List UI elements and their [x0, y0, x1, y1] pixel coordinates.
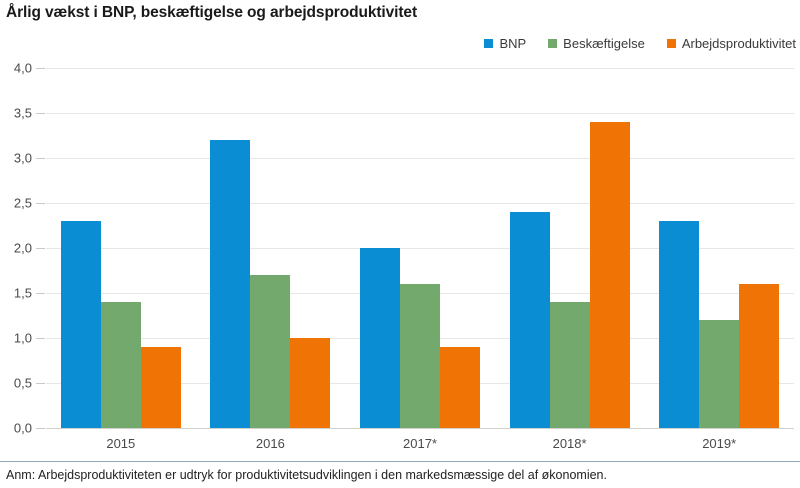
y-tick-label: 1,0 — [13, 330, 32, 346]
bar-beskæftigelse-2017p[interactable] — [400, 284, 440, 428]
bar-group — [509, 68, 630, 428]
gridline — [46, 158, 794, 159]
y-tick-label: 2,0 — [13, 240, 32, 256]
gridline — [46, 428, 794, 429]
legend-label: Arbejdsproduktivitet — [681, 36, 796, 51]
footnote-text: Anm: Arbejdsproduktiviteten er udtryk fo… — [6, 468, 607, 482]
x-tick-label: 2017* — [403, 436, 437, 451]
legend-label: Beskæftigelse — [563, 36, 645, 51]
chart-title: Årlig vækst i BNP, beskæftigelse og arbe… — [6, 4, 418, 21]
gridline — [46, 248, 794, 249]
bar-bnp-2017p[interactable] — [360, 248, 400, 428]
legend-swatch-icon — [548, 39, 558, 48]
bar-beskæftigelse-2018p[interactable] — [549, 302, 590, 428]
bar-beskæftigelse-2015[interactable] — [100, 302, 141, 428]
gridline — [46, 68, 794, 69]
legend-label: BNP — [499, 36, 527, 51]
x-tick-label: 2019* — [702, 436, 737, 451]
plot-area — [46, 68, 794, 429]
bar-arbejdsproduktivitet-2015[interactable] — [140, 347, 181, 428]
bar-beskæftigelse-2019p[interactable] — [699, 320, 740, 428]
bar-arbejdsproduktivitet-2019p[interactable] — [739, 284, 780, 428]
y-tick-mark — [36, 428, 45, 429]
y-tick-mark — [36, 158, 45, 159]
legend-item-beskæftigelse[interactable]: Beskæftigelse — [548, 36, 645, 51]
bar-bnp-2016[interactable] — [210, 140, 251, 428]
y-tick-label: 0,0 — [13, 420, 32, 436]
x-tick-label: 2016 — [255, 436, 285, 451]
y-tick-label: 3,5 — [13, 105, 32, 121]
y-tick-mark — [36, 113, 45, 114]
y-tick-label: 1,5 — [13, 285, 32, 301]
x-tick-label: 2018* — [552, 436, 587, 451]
y-tick-label: 2,5 — [13, 195, 32, 211]
y-tick-label: 3,0 — [13, 150, 32, 166]
footnote-divider — [0, 461, 800, 462]
y-tick-label: 0,5 — [13, 375, 32, 391]
legend-swatch-icon — [666, 39, 676, 48]
legend-item-bnp[interactable]: BNP — [484, 36, 526, 51]
bar-arbejdsproduktivitet-2018p[interactable] — [589, 122, 630, 428]
bar-beskæftigelse-2016[interactable] — [250, 275, 291, 428]
bar-arbejdsproduktivitet-2016[interactable] — [290, 338, 331, 428]
bar-bnp-2015[interactable] — [60, 221, 101, 428]
bar-arbejdsproduktivitet-2017p[interactable] — [440, 347, 480, 428]
y-tick-label: 4,0 — [13, 60, 32, 76]
bar-group — [360, 68, 480, 428]
bar-group — [60, 68, 181, 428]
bar-bnp-2018p[interactable] — [509, 212, 550, 428]
gridline — [46, 203, 794, 204]
x-axis: 2015 2016 2017* 2018* 2019* — [46, 429, 794, 455]
x-tick-label: 2015 — [106, 436, 136, 451]
chart-legend: BNP Beskæftigelse Arbejdsproduktivitet — [484, 36, 796, 51]
y-tick-mark — [36, 293, 45, 294]
bar-series-layer — [46, 68, 794, 428]
bar-bnp-2019p[interactable] — [659, 221, 700, 428]
y-tick-mark — [36, 248, 45, 249]
legend-swatch-icon — [484, 39, 494, 48]
y-tick-mark — [36, 68, 45, 69]
y-tick-mark — [36, 203, 45, 204]
bar-group — [210, 68, 331, 428]
legend-item-arbejdsproduktivitet[interactable]: Arbejdsproduktivitet — [666, 36, 796, 51]
bar-group — [659, 68, 780, 428]
y-tick-mark — [36, 383, 45, 384]
y-tick-mark — [36, 338, 45, 339]
gridline — [46, 113, 794, 114]
